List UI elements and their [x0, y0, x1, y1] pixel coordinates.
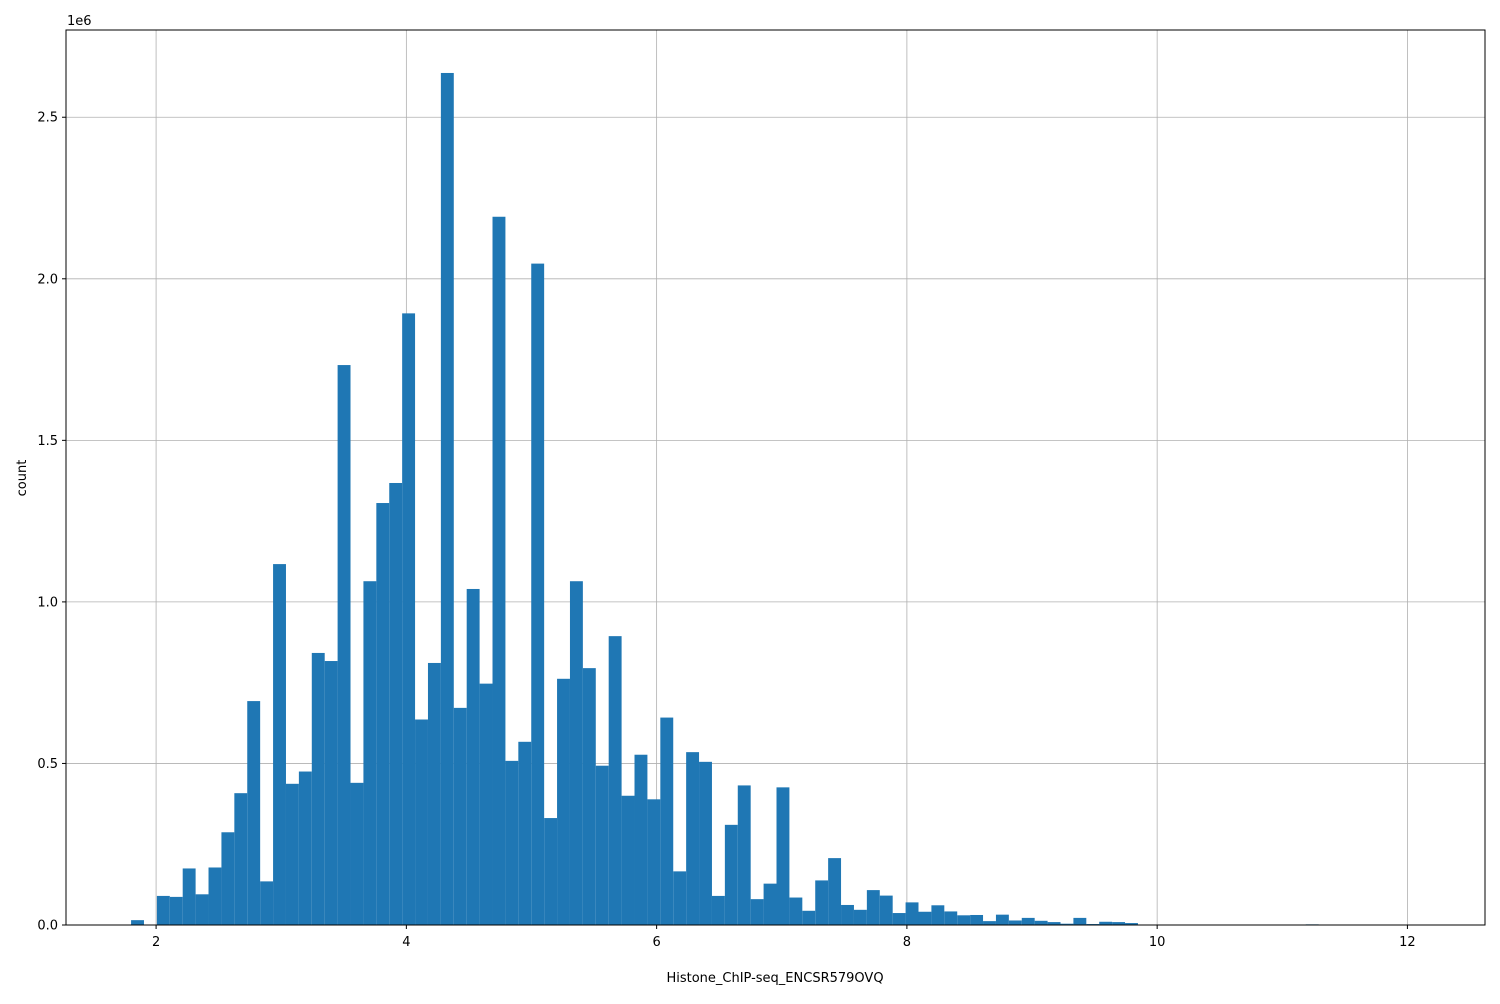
histogram-bar: [389, 482, 403, 925]
histogram-bar: [673, 871, 687, 925]
histogram-bar: [492, 216, 506, 925]
histogram-bar: [595, 765, 609, 925]
histogram-bar: [531, 263, 545, 925]
histogram-bar: [711, 895, 725, 925]
x-tick-label: 6: [652, 935, 660, 950]
histogram-bar: [737, 785, 751, 925]
histogram-bar: [841, 904, 854, 925]
histogram-bar: [995, 914, 1009, 925]
x-tick-label: 10: [1149, 935, 1166, 950]
histogram-bar: [505, 760, 519, 925]
histogram-bar: [944, 911, 958, 925]
histogram-bar: [802, 910, 816, 925]
histogram-bar: [647, 799, 661, 925]
histogram-bar: [234, 793, 248, 925]
histogram-bar: [970, 914, 984, 925]
histogram-bar: [1047, 922, 1061, 925]
x-tick-label: 2: [152, 935, 160, 950]
histogram-bar: [879, 895, 893, 925]
histogram-bar: [905, 902, 919, 925]
histogram-bar: [466, 588, 480, 925]
histogram-bar: [324, 661, 338, 925]
histogram-bar: [918, 911, 932, 925]
histogram-bar: [182, 868, 196, 925]
x-tick-label: 4: [402, 935, 410, 950]
histogram-bar: [1060, 923, 1074, 925]
y-tick-label: 2.0: [37, 272, 58, 287]
histogram-bar: [1021, 917, 1035, 925]
histogram-bar: [1125, 923, 1138, 925]
histogram-bar: [983, 921, 996, 925]
histogram-bar: [169, 896, 183, 925]
histogram-bar: [1073, 917, 1087, 925]
histogram-bar: [557, 678, 570, 925]
axis-ticks: 2 4 6 8 10 12 0.0 0.5 1.0 1.5 2.0 2.5: [37, 111, 1415, 950]
histogram-bar: [363, 581, 377, 925]
histogram-bar: [311, 652, 325, 925]
y-tick-label: 2.5: [37, 111, 58, 126]
histogram-bar: [350, 782, 364, 925]
histogram-bar: [453, 707, 467, 925]
histogram-bar: [376, 503, 390, 925]
histogram-bar: [789, 897, 803, 925]
histogram-bar: [402, 313, 416, 926]
histogram-bar: [776, 787, 790, 925]
histogram-bar: [582, 668, 596, 925]
histogram-bar: [686, 752, 700, 925]
y-tick-label: 0.0: [37, 919, 58, 934]
histogram-bar: [479, 683, 493, 925]
histogram-bar: [699, 761, 712, 925]
histogram-bar: [1099, 921, 1113, 925]
histogram-bar: [1112, 922, 1126, 925]
histogram-bar: [195, 894, 209, 925]
histogram-bar: [892, 913, 906, 925]
histogram-bar: [1034, 920, 1048, 925]
histogram-bar: [853, 909, 867, 925]
y-tick-label: 0.5: [37, 757, 58, 772]
histogram-bar: [440, 72, 454, 926]
histogram-bar: [298, 771, 312, 925]
histogram-bar: [569, 581, 583, 925]
y-axis-label: count: [15, 460, 30, 497]
histogram-bar: [957, 915, 971, 925]
plot-frame: [65, 29, 1486, 926]
histogram-bar: [208, 867, 222, 925]
histogram-bar: [724, 824, 738, 925]
histogram-bar: [156, 895, 170, 925]
x-axis-label: Histone_ChIP-seq_ENCSR579OVQ: [666, 971, 883, 986]
histogram-bar: [544, 818, 558, 925]
histogram-bar: [221, 832, 235, 925]
histogram-bar: [660, 717, 674, 925]
histogram-bar: [815, 880, 829, 925]
x-tick-label: 8: [903, 935, 911, 950]
histogram-bar: [763, 883, 777, 925]
histogram-bar: [337, 365, 351, 925]
histogram-bar: [273, 564, 286, 925]
histogram-bar: [285, 783, 299, 925]
x-tick-label: 12: [1399, 935, 1416, 950]
histogram-bar: [621, 795, 635, 925]
histogram-bar: [750, 899, 764, 925]
histogram-bar: [427, 662, 441, 925]
histogram-bar: [1008, 920, 1022, 925]
histogram-bar: [634, 754, 648, 925]
y-tick-label: 1.0: [37, 595, 58, 610]
histogram-bar: [415, 719, 428, 925]
histogram-bar: [131, 920, 144, 925]
histogram-bar: [828, 858, 842, 925]
histogram-bar: [260, 881, 274, 925]
histogram-bars: [131, 72, 1319, 926]
y-offset-label: 1e6: [67, 14, 92, 29]
histogram-bar: [931, 905, 945, 925]
histogram-bar: [247, 701, 261, 925]
y-tick-label: 1.5: [37, 434, 58, 449]
histogram-bar: [518, 741, 532, 925]
histogram-bar: [608, 636, 622, 925]
histogram-bar: [866, 890, 880, 925]
